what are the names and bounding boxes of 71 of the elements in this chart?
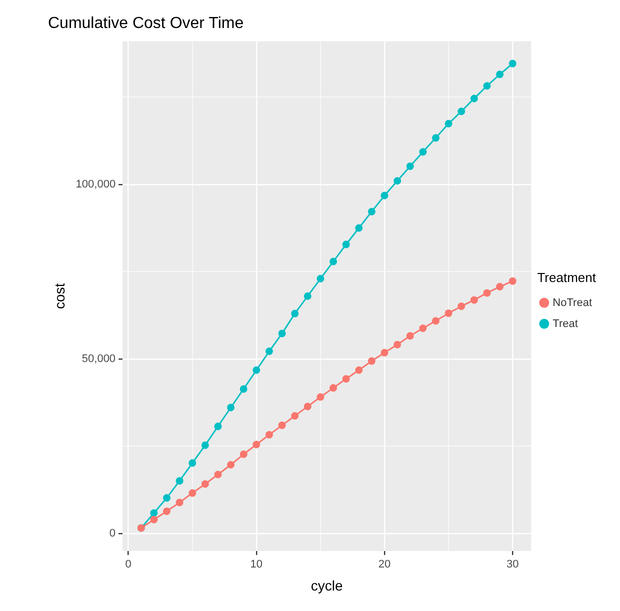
point [342, 240, 350, 248]
point [432, 317, 440, 325]
point [163, 507, 171, 515]
y-tick-label: 0 [109, 528, 116, 540]
point [278, 330, 286, 338]
point [458, 108, 466, 116]
point [380, 348, 388, 356]
point [304, 292, 312, 300]
point [330, 384, 338, 392]
point [342, 375, 350, 383]
point [278, 422, 286, 430]
point [163, 494, 171, 502]
point [380, 192, 388, 200]
point [291, 310, 299, 318]
point [394, 177, 402, 185]
point [316, 393, 324, 401]
x-axis-title: cycle [310, 577, 344, 594]
point [419, 324, 427, 332]
point [355, 366, 363, 374]
legend-title: Treatment [537, 270, 596, 285]
point [444, 309, 452, 317]
point [252, 440, 260, 448]
point [150, 509, 158, 517]
point [176, 477, 184, 485]
point [201, 441, 209, 449]
point [150, 516, 158, 524]
legend-label: NoTreat [552, 296, 592, 309]
x-tick-label: 0 [125, 558, 132, 571]
point [214, 422, 222, 430]
point [227, 404, 235, 412]
point [201, 480, 209, 488]
point [265, 430, 273, 438]
point [483, 289, 491, 297]
point [470, 94, 478, 102]
point [508, 60, 516, 68]
point [355, 224, 363, 232]
point [265, 348, 273, 356]
x-tick-label: 30 [506, 558, 519, 571]
point [227, 461, 235, 469]
point [394, 340, 402, 348]
point [419, 148, 427, 156]
point [368, 357, 376, 365]
point [470, 296, 478, 304]
legend-label: Treat [552, 318, 578, 330]
point [240, 450, 248, 458]
point [406, 162, 414, 170]
point [176, 498, 184, 506]
point [458, 302, 466, 310]
point [304, 402, 312, 410]
chart-title: Cumulative Cost Over Time [48, 15, 244, 32]
y-tick-label: 50,000 [82, 352, 116, 365]
point [496, 282, 504, 290]
point [508, 277, 516, 285]
y-tick-label: 100,000 [76, 178, 116, 190]
point [330, 258, 338, 266]
point [483, 82, 491, 90]
x-tick-label: 20 [378, 558, 391, 571]
point [252, 366, 260, 374]
point [432, 134, 440, 142]
y-axis-title: cost [51, 283, 68, 309]
x-tick-label: 10 [250, 558, 263, 571]
point [496, 70, 504, 78]
point [291, 412, 299, 420]
point [214, 470, 222, 478]
point [316, 274, 324, 282]
point [240, 385, 248, 393]
point [406, 332, 414, 340]
point [188, 459, 196, 467]
point [444, 120, 452, 128]
point [368, 208, 376, 216]
point [188, 489, 196, 497]
